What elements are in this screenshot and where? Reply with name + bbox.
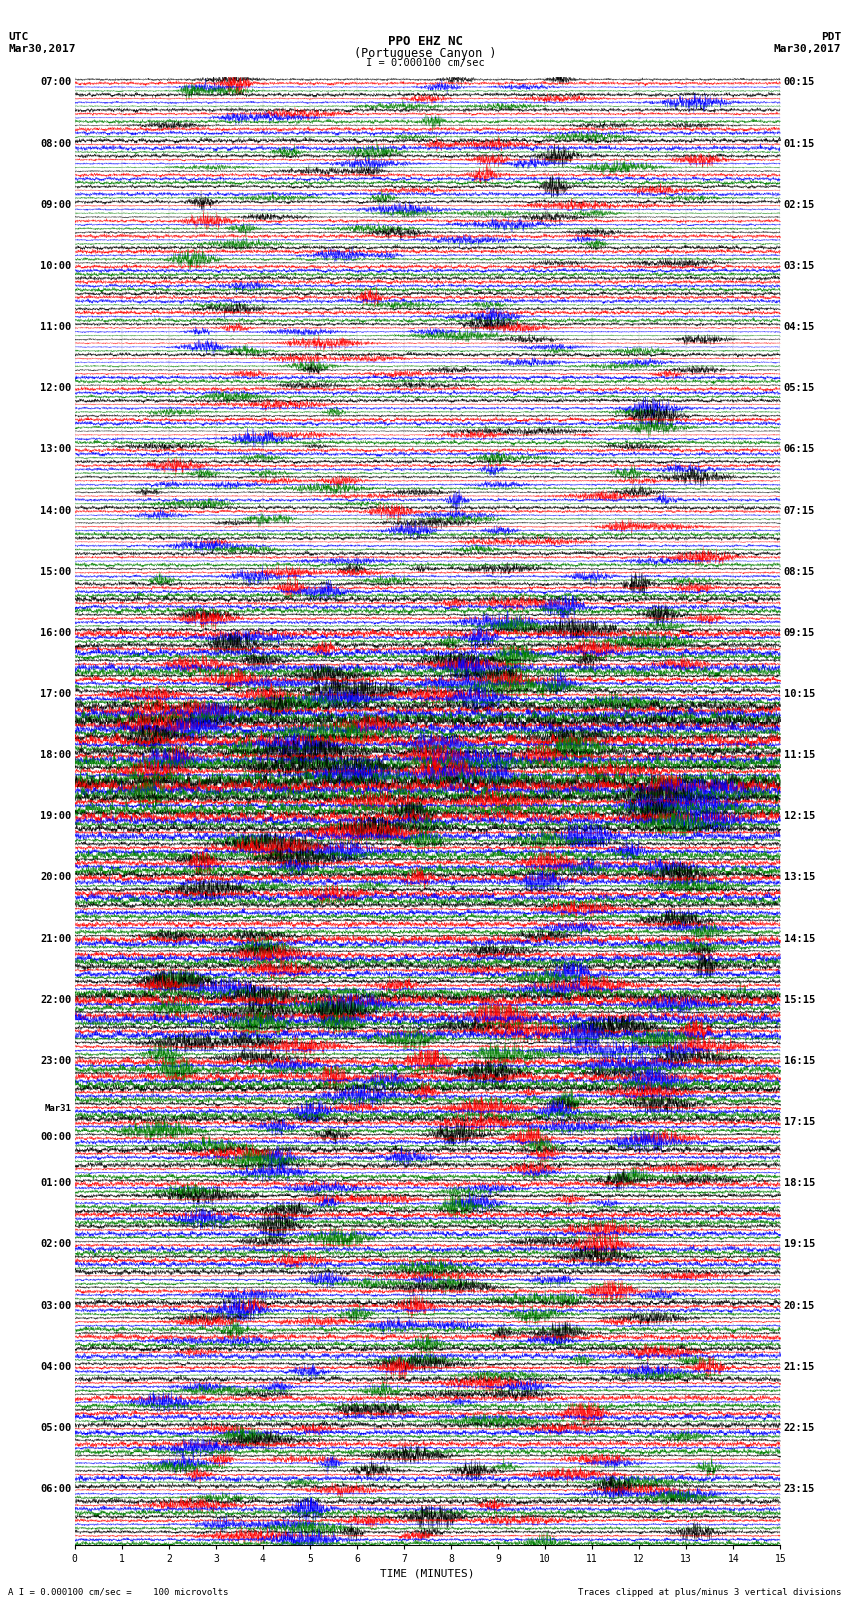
Text: 02:00: 02:00 xyxy=(40,1239,71,1250)
X-axis label: TIME (MINUTES): TIME (MINUTES) xyxy=(380,1568,475,1579)
Text: 13:15: 13:15 xyxy=(784,873,815,882)
Text: 08:00: 08:00 xyxy=(40,139,71,148)
Text: 07:00: 07:00 xyxy=(40,77,71,87)
Text: 09:15: 09:15 xyxy=(784,627,815,637)
Text: 22:00: 22:00 xyxy=(40,995,71,1005)
Text: (Portuguese Canyon ): (Portuguese Canyon ) xyxy=(354,47,496,60)
Text: Mar31: Mar31 xyxy=(44,1103,71,1113)
Text: Traces clipped at plus/minus 3 vertical divisions: Traces clipped at plus/minus 3 vertical … xyxy=(578,1587,842,1597)
Text: 01:00: 01:00 xyxy=(40,1177,71,1189)
Text: 09:00: 09:00 xyxy=(40,200,71,210)
Text: 21:15: 21:15 xyxy=(784,1361,815,1371)
Text: 20:00: 20:00 xyxy=(40,873,71,882)
Text: 15:15: 15:15 xyxy=(784,995,815,1005)
Text: 10:00: 10:00 xyxy=(40,261,71,271)
Text: 13:00: 13:00 xyxy=(40,444,71,455)
Text: 14:15: 14:15 xyxy=(784,934,815,944)
Text: 23:15: 23:15 xyxy=(784,1484,815,1494)
Text: 02:15: 02:15 xyxy=(784,200,815,210)
Text: 11:00: 11:00 xyxy=(40,323,71,332)
Text: 10:15: 10:15 xyxy=(784,689,815,698)
Text: 23:00: 23:00 xyxy=(40,1057,71,1066)
Text: 14:00: 14:00 xyxy=(40,505,71,516)
Text: 00:15: 00:15 xyxy=(784,77,815,87)
Text: Mar30,2017: Mar30,2017 xyxy=(8,44,76,53)
Text: 17:00: 17:00 xyxy=(40,689,71,698)
Text: 17:15: 17:15 xyxy=(784,1118,815,1127)
Text: 06:00: 06:00 xyxy=(40,1484,71,1494)
Text: 22:15: 22:15 xyxy=(784,1423,815,1432)
Text: 05:15: 05:15 xyxy=(784,384,815,394)
Text: 12:00: 12:00 xyxy=(40,384,71,394)
Text: PPO EHZ NC: PPO EHZ NC xyxy=(388,35,462,48)
Text: 08:15: 08:15 xyxy=(784,566,815,577)
Text: PDT: PDT xyxy=(821,32,842,42)
Text: 05:00: 05:00 xyxy=(40,1423,71,1432)
Text: 18:15: 18:15 xyxy=(784,1177,815,1189)
Text: A I = 0.000100 cm/sec =    100 microvolts: A I = 0.000100 cm/sec = 100 microvolts xyxy=(8,1587,229,1597)
Text: 21:00: 21:00 xyxy=(40,934,71,944)
Text: 11:15: 11:15 xyxy=(784,750,815,760)
Text: 06:15: 06:15 xyxy=(784,444,815,455)
Text: 04:15: 04:15 xyxy=(784,323,815,332)
Text: 04:00: 04:00 xyxy=(40,1361,71,1371)
Text: 03:00: 03:00 xyxy=(40,1300,71,1311)
Text: 19:00: 19:00 xyxy=(40,811,71,821)
Text: 15:00: 15:00 xyxy=(40,566,71,577)
Text: 01:15: 01:15 xyxy=(784,139,815,148)
Text: 12:15: 12:15 xyxy=(784,811,815,821)
Text: 16:00: 16:00 xyxy=(40,627,71,637)
Text: 07:15: 07:15 xyxy=(784,505,815,516)
Text: 20:15: 20:15 xyxy=(784,1300,815,1311)
Text: 00:00: 00:00 xyxy=(40,1132,71,1142)
Text: 03:15: 03:15 xyxy=(784,261,815,271)
Text: I = 0.000100 cm/sec: I = 0.000100 cm/sec xyxy=(366,58,484,68)
Text: UTC: UTC xyxy=(8,32,29,42)
Text: 16:15: 16:15 xyxy=(784,1057,815,1066)
Text: 19:15: 19:15 xyxy=(784,1239,815,1250)
Text: Mar30,2017: Mar30,2017 xyxy=(774,44,842,53)
Text: 18:00: 18:00 xyxy=(40,750,71,760)
